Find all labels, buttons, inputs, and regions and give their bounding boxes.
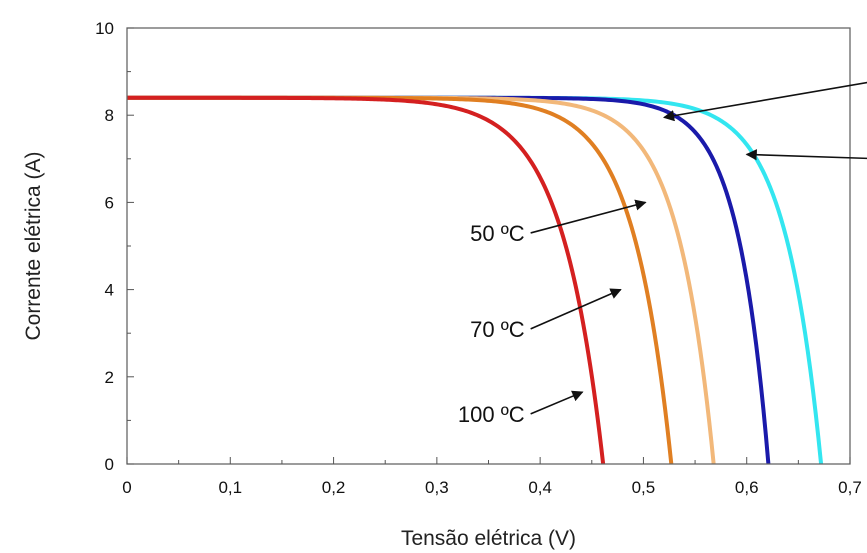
series-line-70-c [127,95,674,465]
annotation-arrow-25-c [662,81,867,122]
x-tick-label: 0 [122,478,131,497]
annotation-arrow-0-c [745,149,867,161]
annotation-arrow-100-c [530,390,584,415]
x-tick-label: 0,7 [838,478,862,497]
annotation-label-70-c: 70 ºC [470,317,525,342]
series-line-50-c [127,95,716,465]
annotation-arrow-50-c [530,199,647,234]
y-axis-title: Corrente elétrica (A) [22,151,45,340]
x-tick-label: 0,3 [425,478,449,497]
ticks-layer: 0 0,1 0,2 0,3 0,4 0,5 0,6 0,7 0 2 4 6 8 10 [95,19,862,497]
y-tick-label: 2 [105,368,114,387]
series-line-100-c [126,95,606,465]
annotation-arrow-70-c [530,288,622,330]
annotation-label-100-c: 100 ºC [458,402,525,427]
x-tick-label: 0,2 [322,478,346,497]
y-tick-label: 6 [105,193,114,212]
y-tick-label: 10 [95,19,114,38]
y-tick-label: 0 [105,455,114,474]
x-axis-title: Tensão elétrica (V) [401,527,576,550]
x-tick-label: 0,1 [218,478,242,497]
y-tick-label: 8 [105,106,114,125]
y-tick-label: 4 [105,281,114,300]
series-layer [126,95,824,465]
annotation-label-50-c: 50 ºC [470,221,525,246]
series-line-25-c [127,95,771,465]
x-tick-label: 0,5 [632,478,656,497]
x-tick-label: 0,4 [528,478,552,497]
x-tick-label: 0,6 [735,478,759,497]
